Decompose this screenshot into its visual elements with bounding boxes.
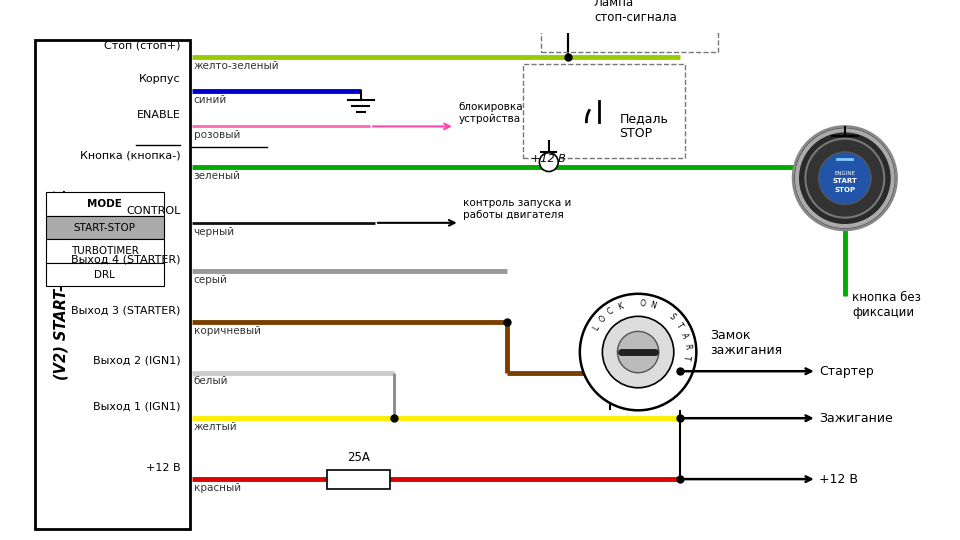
- Text: Стартер: Стартер: [820, 364, 875, 377]
- Bar: [46, 263, 163, 286]
- Bar: [46, 239, 163, 263]
- Text: блокировка
устройства: блокировка устройства: [459, 102, 523, 124]
- Text: T: T: [674, 321, 684, 330]
- Circle shape: [602, 316, 674, 388]
- Circle shape: [549, 0, 587, 29]
- Bar: [35, 40, 190, 529]
- Text: белый: белый: [194, 376, 228, 386]
- Circle shape: [797, 130, 893, 226]
- Text: T: T: [682, 354, 691, 360]
- Text: Педаль
STOP: Педаль STOP: [619, 112, 668, 140]
- Circle shape: [805, 139, 884, 218]
- Bar: [46, 192, 163, 216]
- Text: Замок
зажигания: Замок зажигания: [710, 329, 782, 356]
- Text: (V2) START-STOP 3-in-1: (V2) START-STOP 3-in-1: [54, 188, 68, 380]
- Text: K: K: [616, 301, 625, 312]
- Text: +12 В: +12 В: [146, 463, 180, 472]
- Text: розовый: розовый: [194, 130, 240, 140]
- Text: Стоп (стоп+): Стоп (стоп+): [104, 40, 180, 50]
- Text: L: L: [590, 323, 601, 332]
- Text: MODE: MODE: [87, 199, 122, 209]
- Circle shape: [617, 332, 659, 373]
- Bar: [46, 216, 163, 239]
- Text: Зажигание: Зажигание: [820, 411, 893, 424]
- Circle shape: [819, 152, 871, 205]
- Text: Лампа
стоп-сигнала: Лампа стоп-сигнала: [594, 0, 677, 24]
- Circle shape: [580, 294, 696, 410]
- Text: Корпус: Корпус: [139, 75, 180, 84]
- Text: ENGINE: ENGINE: [834, 171, 855, 176]
- Text: START-STOP: START-STOP: [74, 222, 135, 233]
- Text: ENABLE: ENABLE: [136, 110, 180, 120]
- Text: A: A: [679, 332, 689, 339]
- Text: CONTROL: CONTROL: [126, 206, 180, 216]
- Text: START: START: [832, 178, 857, 184]
- Text: STOP: STOP: [834, 187, 855, 193]
- Text: 25А: 25А: [348, 451, 370, 464]
- Text: S: S: [667, 312, 677, 322]
- Text: кнопка без
фиксации: кнопка без фиксации: [852, 291, 922, 319]
- Text: TURBOTIMER: TURBOTIMER: [71, 246, 139, 256]
- Text: +12 В: +12 В: [820, 472, 858, 485]
- Text: красный: красный: [194, 483, 241, 493]
- Text: контроль запуска и
работы двигателя: контроль запуска и работы двигателя: [464, 198, 571, 220]
- Circle shape: [540, 153, 558, 172]
- Text: зеленый: зеленый: [194, 171, 241, 181]
- Text: черный: черный: [194, 227, 234, 237]
- Text: желтый: желтый: [194, 422, 237, 432]
- FancyBboxPatch shape: [327, 470, 390, 489]
- Text: DRL: DRL: [94, 269, 115, 280]
- Text: N: N: [649, 300, 658, 310]
- Text: Выход 4 (STARTER): Выход 4 (STARTER): [71, 254, 180, 265]
- Text: C: C: [606, 306, 615, 317]
- Text: Выход 1 (IGN1): Выход 1 (IGN1): [93, 402, 180, 411]
- Text: Выход 3 (STARTER): Выход 3 (STARTER): [71, 305, 180, 315]
- Text: серый: серый: [194, 275, 228, 285]
- Text: R: R: [682, 343, 691, 349]
- Text: Выход 2 (IGN1): Выход 2 (IGN1): [93, 356, 180, 366]
- Circle shape: [793, 126, 897, 230]
- Text: Кнопка (кнопка-): Кнопка (кнопка-): [80, 151, 180, 160]
- Text: +12 В: +12 В: [532, 154, 566, 164]
- Text: коричневый: коричневый: [194, 326, 260, 335]
- Text: синий: синий: [194, 94, 227, 105]
- Text: O: O: [639, 299, 646, 308]
- Text: O: O: [597, 314, 608, 324]
- Text: желто-зеленый: желто-зеленый: [194, 60, 279, 71]
